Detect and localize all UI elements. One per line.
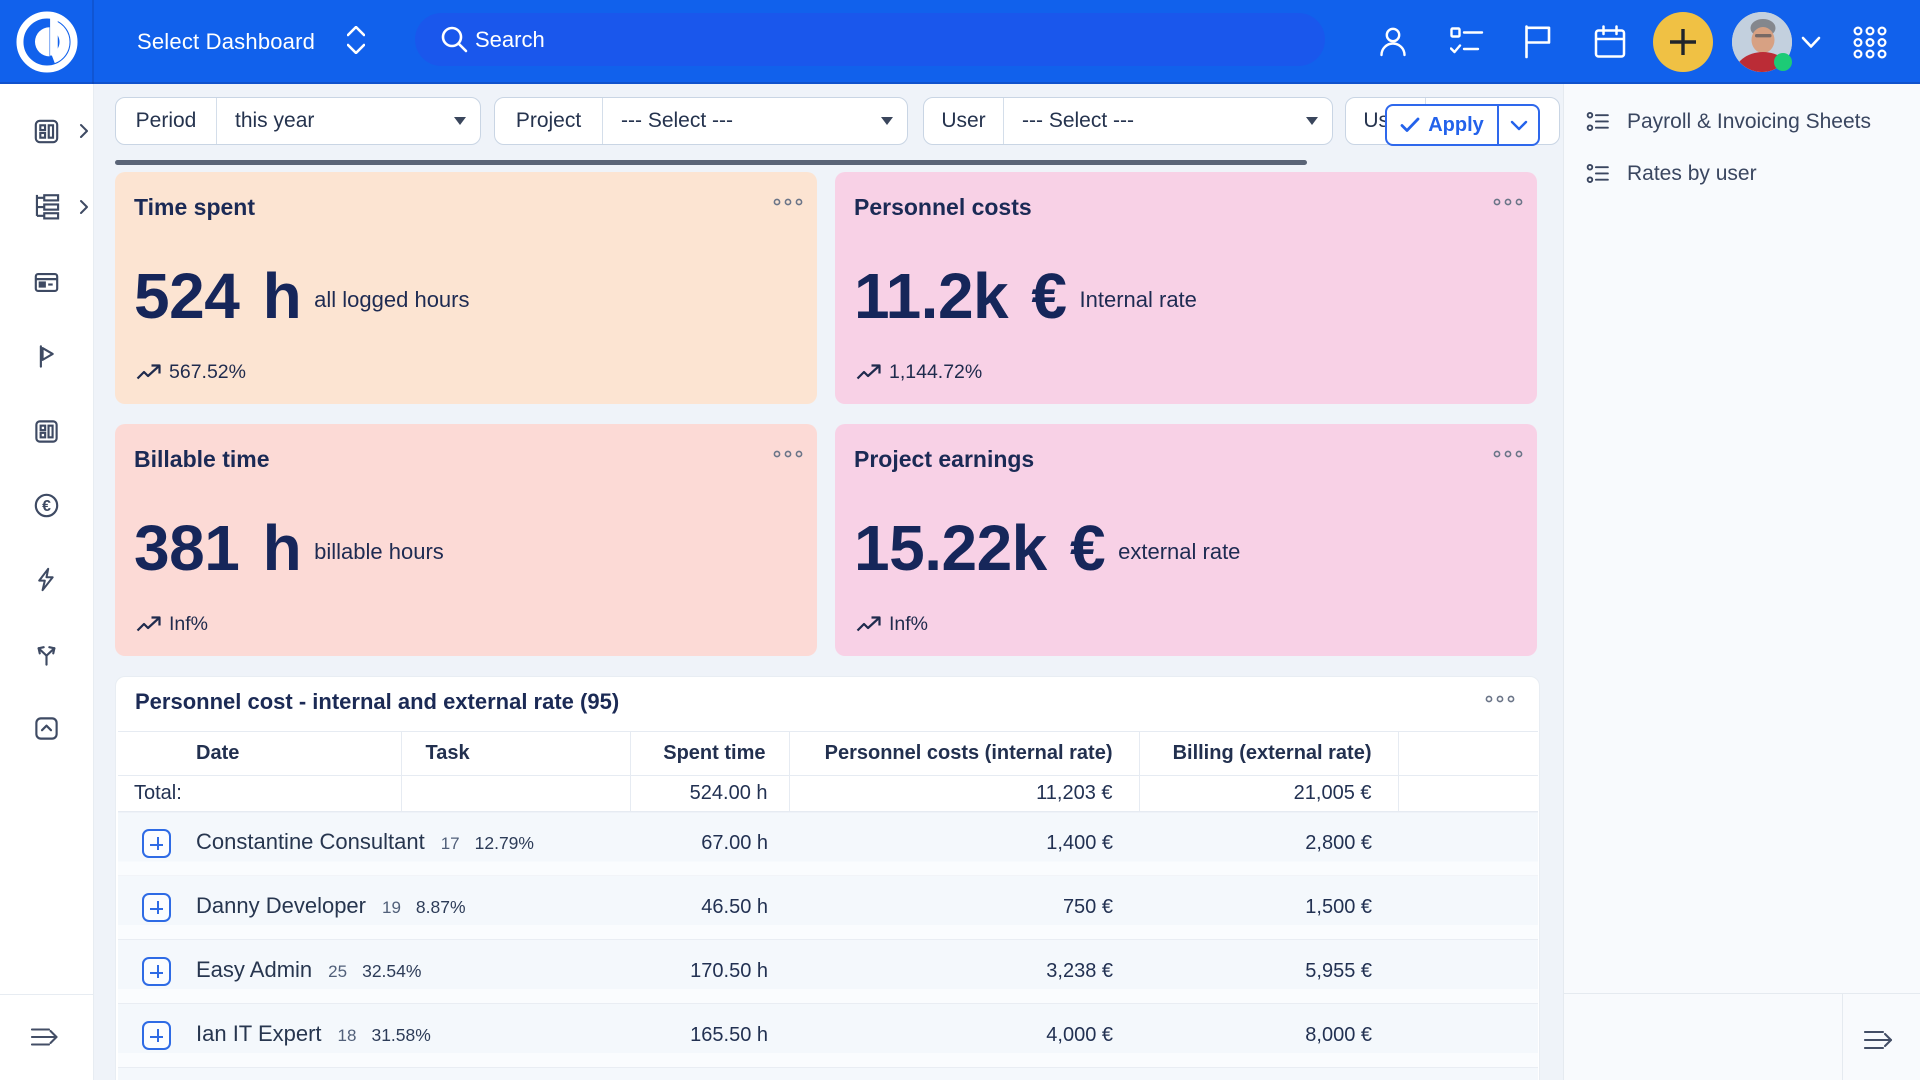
svg-text:€: € — [42, 498, 51, 515]
